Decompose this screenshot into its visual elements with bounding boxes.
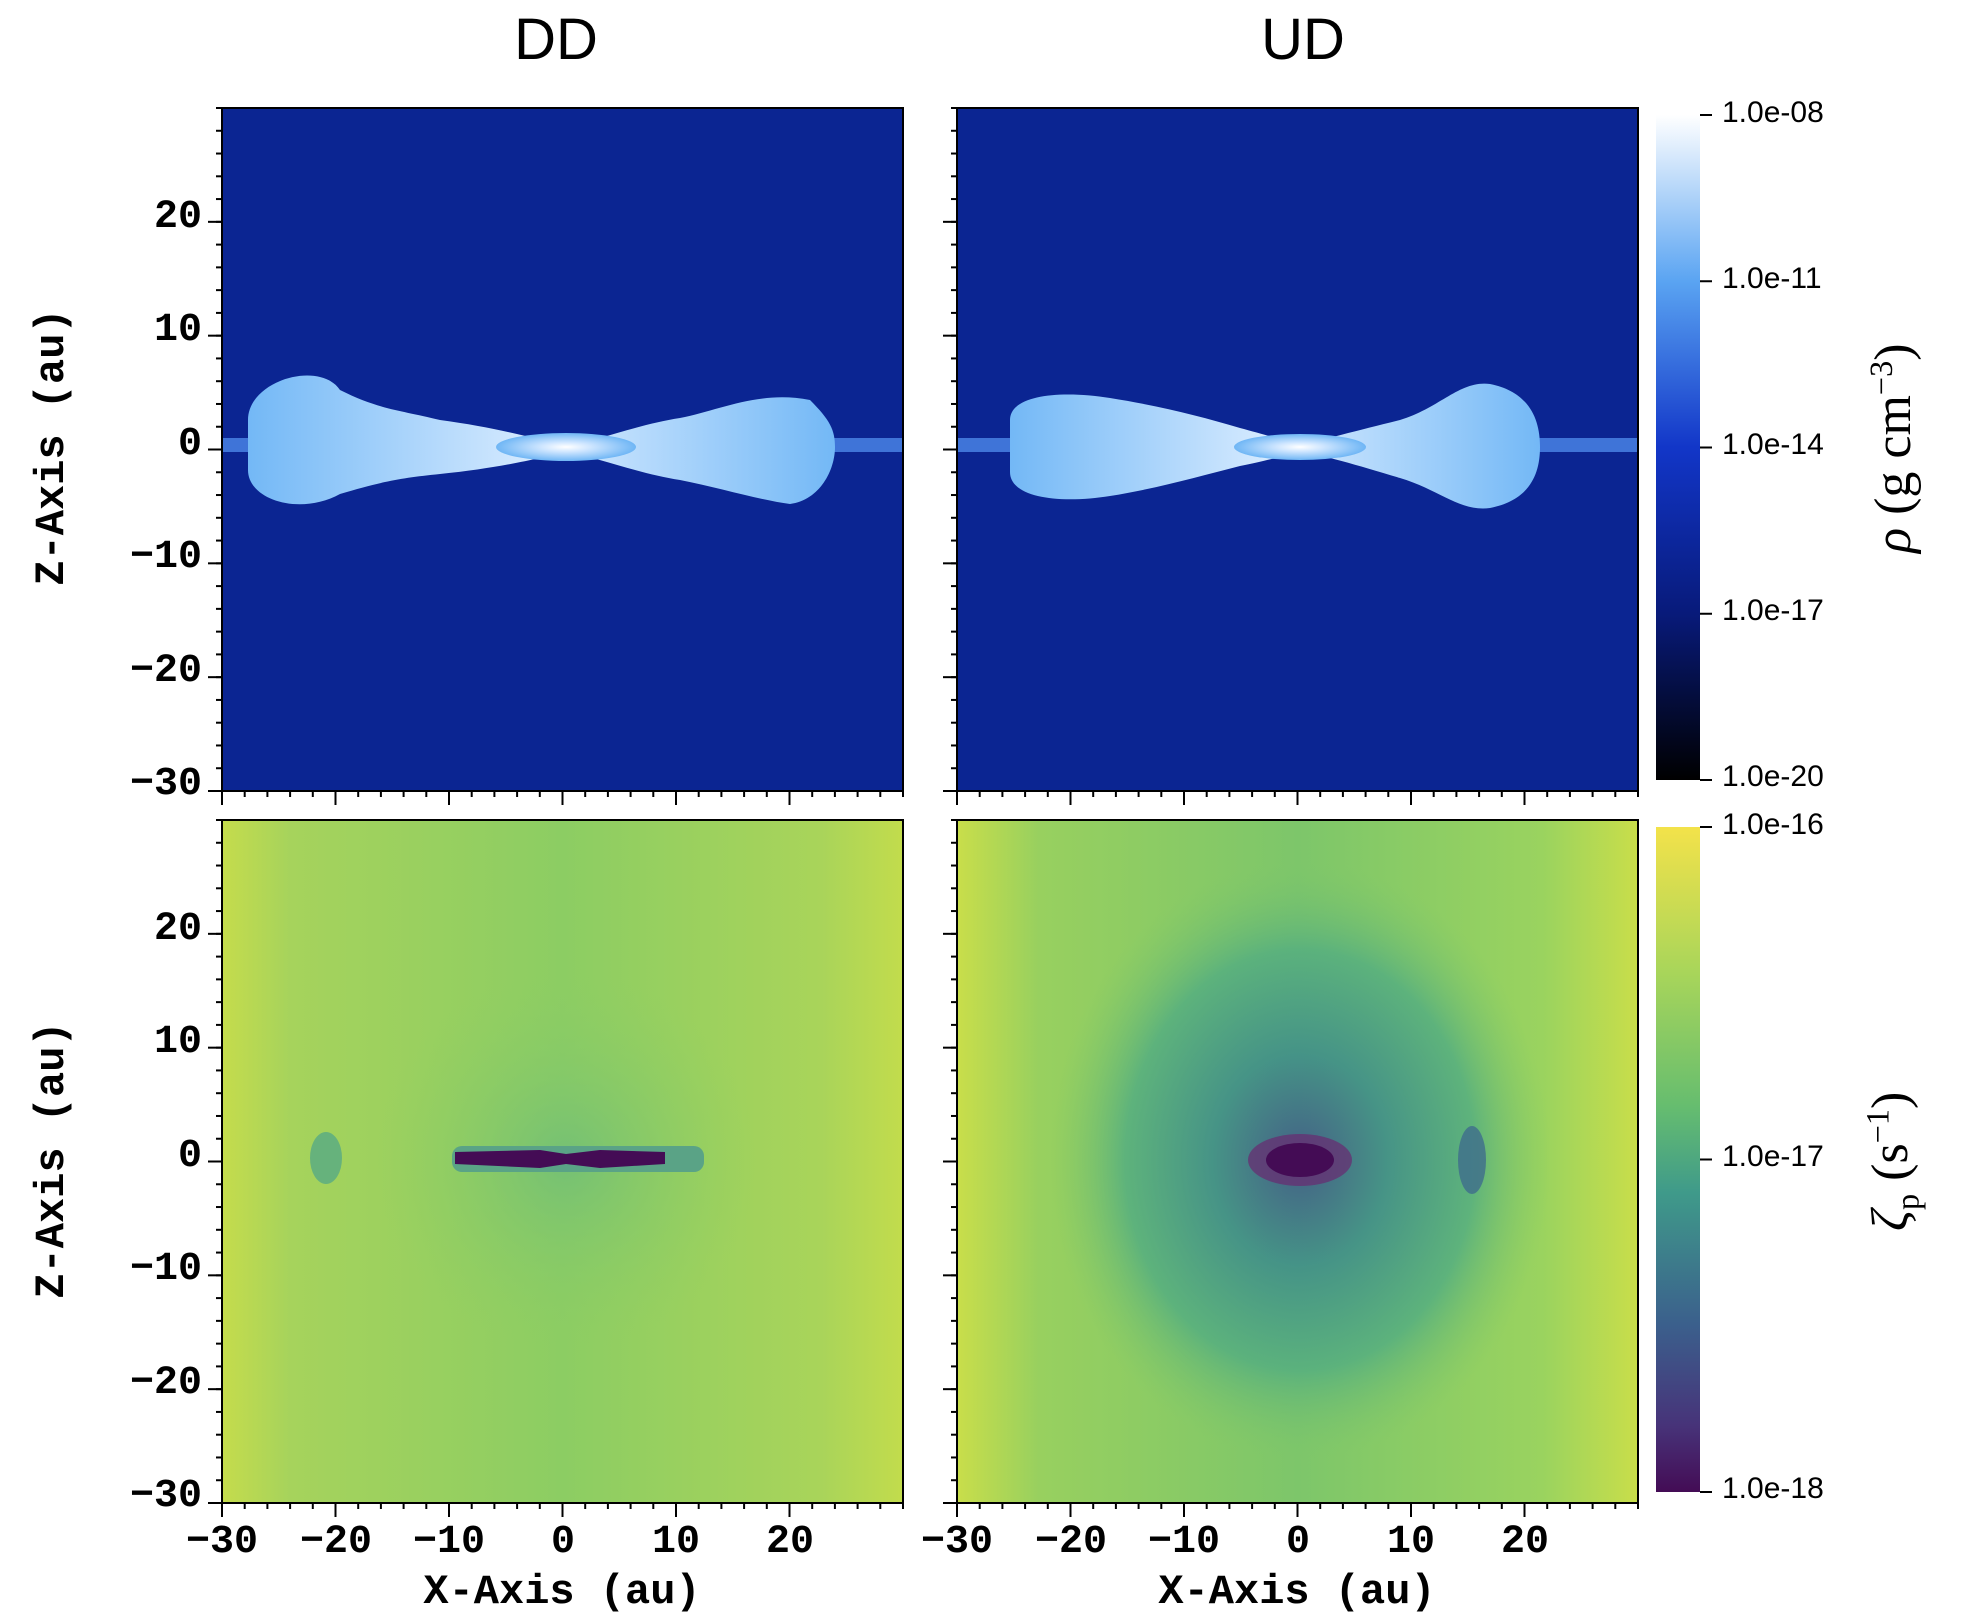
ytick-label: 0 bbox=[177, 1134, 202, 1179]
ylabel-bottom: Z-Axis (au) bbox=[28, 1021, 76, 1299]
ytick-label: 0 bbox=[177, 422, 202, 467]
ionization-features-dd bbox=[310, 970, 756, 1350]
xtick-label: 10 bbox=[1386, 1520, 1435, 1565]
colorbar-density-label: 1.0e-11 bbox=[1722, 262, 1822, 295]
ytick-label: −10 bbox=[129, 535, 202, 580]
colorbar-ionization-title: ζp (s−1) bbox=[1859, 1091, 1926, 1232]
xtick-label: 20 bbox=[1500, 1520, 1549, 1565]
colorbar-density-label: 1.0e-08 bbox=[1722, 96, 1824, 129]
xtick-label: −20 bbox=[1034, 1520, 1107, 1565]
ytick-label: 20 bbox=[153, 195, 202, 240]
ytick-label: 20 bbox=[153, 907, 202, 952]
ytick-label: −30 bbox=[129, 1474, 202, 1519]
column-title-dd: DD bbox=[514, 7, 598, 72]
xtick-label: 10 bbox=[651, 1520, 700, 1565]
xlabel-left: X-Axis (au) bbox=[423, 1568, 701, 1616]
ylabel-top: Z-Axis (au) bbox=[28, 308, 76, 586]
column-title-ud: UD bbox=[1261, 7, 1345, 72]
xlabel-right: X-Axis (au) bbox=[1158, 1568, 1436, 1616]
xtick-label: −10 bbox=[412, 1520, 485, 1565]
colorbar-density-title: ρ (g cm−3) bbox=[1862, 343, 1923, 553]
xtick-label: 0 bbox=[1285, 1520, 1310, 1565]
xtick-label: 0 bbox=[550, 1520, 575, 1565]
ytick-label: 10 bbox=[153, 308, 202, 353]
colorbar-ionization-label: 1.0e-18 bbox=[1722, 1472, 1824, 1505]
xtick-label: −20 bbox=[299, 1520, 372, 1565]
colorbar-density-label: 1.0e-17 bbox=[1722, 594, 1824, 627]
ytick-label: −30 bbox=[129, 762, 202, 807]
xtick-label: 20 bbox=[765, 1520, 814, 1565]
colorbar-ionization-label: 1.0e-17 bbox=[1722, 1140, 1824, 1173]
density-disk-ud bbox=[957, 383, 1638, 509]
xtick-label: −30 bbox=[185, 1520, 258, 1565]
ionization-features-ud bbox=[1050, 860, 1550, 1460]
density-disk-dd bbox=[222, 375, 903, 505]
xtick-label: −30 bbox=[920, 1520, 993, 1565]
ytick-label: −20 bbox=[129, 649, 202, 694]
colorbar-density bbox=[1656, 115, 1700, 780]
ytick-label: −20 bbox=[129, 1361, 202, 1406]
colorbar-density-label: 1.0e-14 bbox=[1722, 428, 1824, 461]
colorbar-ionization-label: 1.0e-16 bbox=[1722, 808, 1824, 841]
colorbar-density-label: 1.0e-20 bbox=[1722, 760, 1824, 793]
ytick-label: 10 bbox=[153, 1020, 202, 1065]
xtick-label: −10 bbox=[1147, 1520, 1220, 1565]
colorbar-ionization bbox=[1656, 827, 1700, 1492]
ytick-label: −10 bbox=[129, 1247, 202, 1292]
